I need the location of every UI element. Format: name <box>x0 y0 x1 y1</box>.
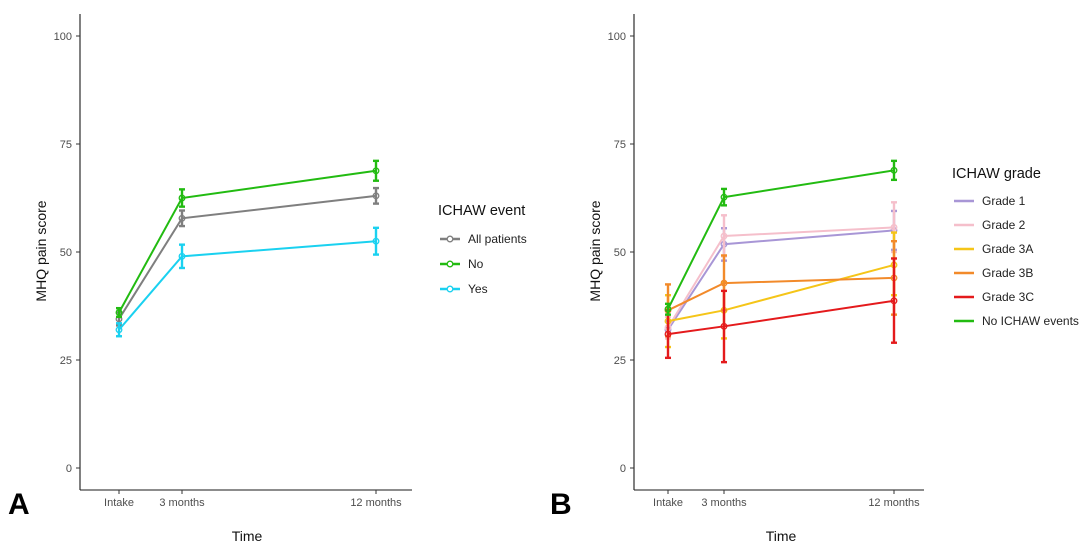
legend-label: All patients <box>468 232 527 246</box>
x-axis-title: Time <box>766 528 797 542</box>
series-line <box>118 169 377 313</box>
legend-item: No <box>440 257 484 271</box>
legend-marker <box>446 260 454 268</box>
series-grade-3b <box>664 239 898 338</box>
data-point <box>178 194 186 202</box>
y-tick-label: 25 <box>60 355 72 367</box>
y-tick-label: 50 <box>60 247 72 259</box>
series-no-ichaw-events <box>664 159 898 316</box>
data-point <box>372 192 380 200</box>
y-axis-title: MHQ pain score <box>587 200 603 301</box>
panel-a-chart: 0 25 50 75 100 Intake 3 months 12 months MHQ pai… <box>8 14 527 542</box>
y-tick-label: 50 <box>614 247 626 259</box>
x-tick-label: Intake <box>104 497 134 509</box>
legend: ICHAW event All patients No Yes <box>438 203 527 296</box>
y-tick-label: 25 <box>614 355 626 367</box>
legend-label: No <box>468 257 484 271</box>
x-tick-label: 12 months <box>868 497 920 509</box>
panel-b-chart: 0 25 50 75 100 Intake 3 months 12 months MHQ pai… <box>550 14 1079 542</box>
data-point <box>720 232 728 240</box>
legend-label: Grade 2 <box>982 218 1026 232</box>
legend-item: Grade 3A <box>954 242 1033 256</box>
legend-item: No ICHAW events <box>954 314 1079 328</box>
y-tick-label: 100 <box>608 31 626 43</box>
legend-label: Grade 3B <box>982 266 1033 280</box>
legend-label: Yes <box>468 282 488 296</box>
legend-item: Grade 3B <box>954 266 1033 280</box>
legend-item: Grade 3C <box>954 290 1034 304</box>
legend-label: Grade 3C <box>982 290 1034 304</box>
series-line <box>118 194 377 320</box>
x-tick-label: 3 months <box>701 497 747 509</box>
y-tick-label: 0 <box>620 463 626 475</box>
legend-item: Yes <box>440 282 488 296</box>
y-tick-label: 100 <box>54 31 72 43</box>
data-point <box>115 309 123 316</box>
legend-item: Grade 2 <box>954 218 1026 232</box>
data-point <box>720 322 728 330</box>
legend-item: Grade 1 <box>954 194 1026 208</box>
series-line <box>667 299 895 336</box>
series-all-patients <box>115 186 380 327</box>
series-no <box>115 159 380 318</box>
data-point <box>890 166 898 174</box>
legend-marker <box>446 285 454 293</box>
data-point <box>890 223 898 231</box>
data-point <box>178 252 186 260</box>
data-point <box>178 214 186 222</box>
legend-title: ICHAW grade <box>952 166 1041 182</box>
legend-title: ICHAW event <box>438 203 525 219</box>
y-tick-label: 0 <box>66 463 72 475</box>
x-tick-label: 12 months <box>350 497 402 509</box>
legend-item: All patients <box>440 232 527 246</box>
panel-letter: B <box>550 488 572 521</box>
series-yes <box>115 226 380 338</box>
x-tick-label: 3 months <box>159 497 205 509</box>
legend: ICHAW grade Grade 1 Grade 2 Grade 3A Grade 3… <box>952 166 1079 328</box>
data-point <box>115 326 123 334</box>
legend-label: Grade 3A <box>982 242 1033 256</box>
y-tick-label: 75 <box>614 139 626 151</box>
x-tick-label: Intake <box>653 497 683 509</box>
data-point <box>720 279 728 287</box>
x-axis-title: Time <box>232 528 263 542</box>
legend-label: No ICHAW events <box>982 314 1079 328</box>
panel-letter: A <box>8 488 30 521</box>
legend-label: Grade 1 <box>982 194 1026 208</box>
data-point <box>890 297 898 305</box>
series-grade-3c <box>664 257 898 364</box>
data-point <box>664 305 672 313</box>
legend-marker <box>446 235 454 243</box>
data-point <box>372 167 380 175</box>
data-point <box>372 237 380 245</box>
data-point <box>720 193 728 201</box>
series-line <box>118 240 377 331</box>
y-tick-label: 75 <box>60 139 72 151</box>
y-axis-title: MHQ pain score <box>33 200 49 301</box>
data-point <box>664 330 672 338</box>
